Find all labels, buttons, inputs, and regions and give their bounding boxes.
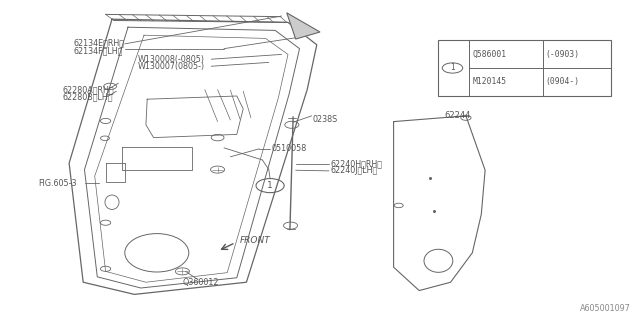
Text: Q360012: Q360012 [182,278,219,287]
Text: 0510058: 0510058 [272,144,307,153]
Text: Q586001: Q586001 [473,50,507,59]
Text: 62280A〈RH〉: 62280A〈RH〉 [63,85,115,94]
Text: 62240J〈LH〉: 62240J〈LH〉 [331,166,378,175]
Text: 62280B〈LH〉: 62280B〈LH〉 [63,92,113,101]
Text: FIG.605-3: FIG.605-3 [38,179,77,188]
Text: W130007(0805-): W130007(0805-) [138,62,205,71]
Text: 1: 1 [268,181,273,190]
Text: 1: 1 [450,63,455,73]
Text: 62244: 62244 [445,111,471,120]
Text: 62134F〈LH〉: 62134F〈LH〉 [74,47,123,56]
Text: (0904-): (0904-) [545,77,579,86]
Text: M120145: M120145 [473,77,507,86]
Text: 62134E〈RH〉: 62134E〈RH〉 [74,39,125,48]
Text: 62240H〈RH〉: 62240H〈RH〉 [331,159,383,168]
Text: W130008(-0805): W130008(-0805) [138,55,205,64]
Bar [438,40,611,96]
Text: (-0903): (-0903) [545,50,579,59]
Text: 0238S: 0238S [312,115,337,124]
Text: A605001097: A605001097 [580,304,630,313]
Polygon shape [287,13,320,39]
Text: FRONT: FRONT [240,236,271,245]
